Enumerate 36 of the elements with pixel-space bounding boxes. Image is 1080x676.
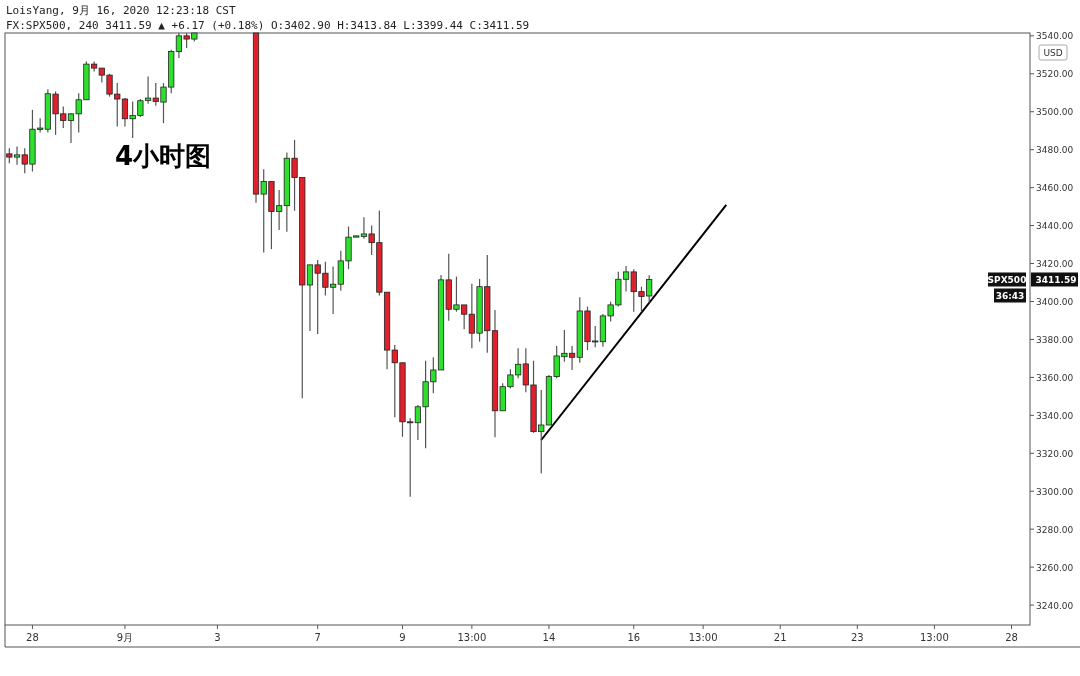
ytick: 3460.00 <box>1036 183 1074 194</box>
ytick: 3380.00 <box>1036 334 1074 345</box>
xtick: 9 <box>399 632 406 643</box>
ytick: 3340.00 <box>1036 410 1074 421</box>
xtick: 7 <box>314 632 321 643</box>
xtick: 21 <box>773 632 787 643</box>
annotation: 4小时图 <box>115 141 212 171</box>
ytick: 3480.00 <box>1036 145 1074 156</box>
ytick: 3360.00 <box>1036 372 1074 383</box>
annotation: SPX500 <box>987 275 1027 285</box>
xtick: 9月 <box>116 632 134 643</box>
ytick: 3420.00 <box>1036 259 1074 270</box>
ytick: 3500.00 <box>1036 107 1074 118</box>
annotation: USD <box>1043 48 1063 58</box>
xtick: 13:00 <box>920 632 949 643</box>
ytick: 3400.00 <box>1036 297 1074 307</box>
ytick: 3440.00 <box>1036 221 1074 232</box>
ytick: 3260.00 <box>1036 562 1074 573</box>
ytick: 3320.00 <box>1036 448 1074 459</box>
xtick: 14 <box>542 632 556 643</box>
xtick: 13:00 <box>688 632 718 643</box>
xtick: 16 <box>627 632 641 643</box>
xtick: 28 <box>1005 632 1018 643</box>
xtick: 13:00 <box>457 632 487 643</box>
subtitle: FX:SPX500, 240 3411.59 ▲ +6.17 (+0.18%) O:3402.90 H:3413.84 L:3399.44 C:3411.59 <box>6 19 530 32</box>
annotation: 36:43 <box>995 291 1025 301</box>
annotation: 3411.59 <box>1035 275 1077 285</box>
ytick: 3300.00 <box>1036 486 1074 497</box>
xtick: 3 <box>214 632 221 643</box>
title: LoisYang, 9月 16, 2020 12:23:18 CST <box>6 4 236 17</box>
xtick: 28 <box>26 632 39 643</box>
ytick: 3540.00 <box>1036 31 1074 42</box>
ytick: 3240.00 <box>1036 600 1074 611</box>
ytick: 3280.00 <box>1036 524 1074 535</box>
xtick: 23 <box>850 632 864 643</box>
ytick: 3520.00 <box>1036 69 1074 80</box>
